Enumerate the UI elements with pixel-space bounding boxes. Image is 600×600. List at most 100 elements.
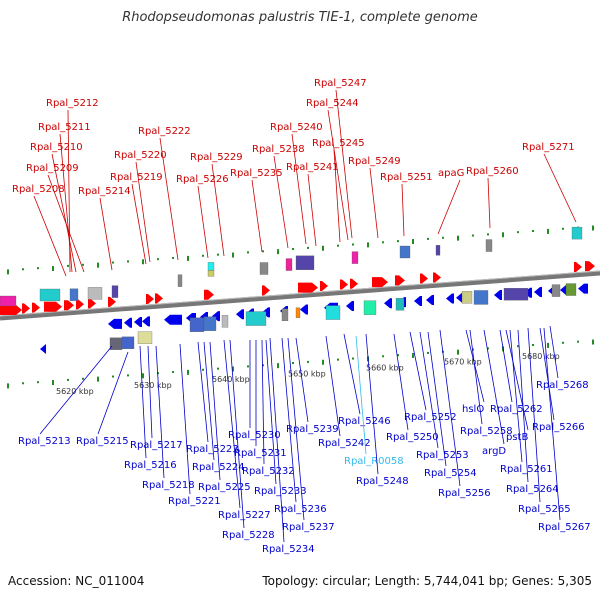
forward-gene-label: Rpal_5220 [114,150,167,161]
forward-gene-label: Rpal_5260 [466,166,519,177]
top-label-leader [307,173,317,247]
bottom-label-leader [355,335,367,455]
reverse-gene-label: Rpal_5230 [228,430,281,441]
forward-gene-arrow [88,298,96,309]
reverse-gene-label: Rpal_5248 [356,476,409,487]
reverse-gene-label: Rpal_5232 [242,466,295,477]
reverse-gene-label: Rpal_5237 [282,522,335,533]
reverse-gene-arrow [384,298,392,309]
gene-feature-box [363,300,377,315]
bottom-label-leader [295,337,309,423]
reverse-gene-label: Rpal_5215 [76,436,129,447]
top-label-leader [211,163,225,257]
reverse-gene-label: Rpal_5242 [318,438,371,449]
gene-feature-box [503,288,529,301]
bottom-label-leader [393,333,409,431]
gene-feature-box [551,284,561,297]
top-label-leader [59,133,73,273]
gene-feature-box [295,255,315,270]
reverse-gene-label: Rpal_5256 [438,488,491,499]
forward-gene-arrow [433,272,441,283]
bottom-label-leader [269,337,285,543]
top-label-leader [131,183,147,265]
reverse-gene-arrow [534,286,542,297]
reverse-gene-arrow [108,318,122,329]
map-title: Rhodopseudomonas palustris TIE-1, comple… [122,10,478,25]
reverse-gene-label: Rpal_5217 [130,440,183,451]
forward-gene-label: Rpal_5251 [380,172,433,183]
bottom-label-leader [517,329,529,483]
reverse-gene-arrow [134,316,142,327]
reverse-gene-arrow [346,301,354,312]
forward-gene-arrow [32,302,40,313]
bottom-label-leader [427,331,447,467]
scale-label: 5670 kbp [444,358,482,367]
gene-feature-box [351,251,359,264]
bottom-label-leader [203,341,215,461]
bottom-label-leader [505,329,529,431]
gene-feature-box [245,311,267,326]
bottom-label-leader [179,343,191,495]
reverse-gene-arrow [40,344,46,354]
bottom-label-leader [419,331,439,449]
top-label-leader [401,183,405,237]
forward-gene-label: Rpal_5211 [38,122,91,133]
bottom-label-leader [325,335,341,437]
forward-gene-arrow [574,261,582,272]
top-label-leader [51,153,77,273]
top-label-leader [33,195,67,277]
reverse-gene-arrow [236,309,244,320]
bottom-label-leader [409,331,427,411]
top-label-leader [47,174,85,273]
top-label-leader [197,185,209,259]
forward-gene-label: Rpal_5219 [110,172,163,183]
gene-feature-box [203,316,217,331]
reverse-gene-arrow [446,293,454,304]
scale-label: 5640 kbp [212,375,250,384]
gene-feature-box [461,291,473,304]
gene-feature-box [281,308,289,322]
reverse-gene-label: hslO [462,404,484,415]
reverse-gene-arrow [212,311,220,322]
top-label-leader [135,161,151,263]
gene-feature-box [325,305,341,320]
gene-feature-box [485,239,493,252]
bottom-label-leader [209,341,221,481]
reverse-gene-label: Rpal_5252 [404,412,457,423]
reverse-gene-label: Rpal_5261 [500,464,553,475]
reverse-gene-label: Rpal_5218 [142,480,195,491]
forward-gene-arrow [155,293,163,304]
gene-feature-box [285,258,293,271]
gene-feature-box [137,331,153,344]
bottom-label-leader [499,329,513,403]
reverse-gene-arrow [142,316,150,327]
forward-gene-arrow [585,261,595,272]
top-label-leader [335,89,353,239]
bottom-label-leader [509,329,523,463]
gene-feature-box [39,288,61,302]
bottom-label-leader [465,329,485,403]
forward-gene-arrow [395,275,405,286]
top-label-leader [543,153,577,223]
gene-feature-box [111,285,119,298]
bottom-label-leader [287,337,305,521]
gene-feature-box [399,245,411,259]
forward-gene-arrow [22,303,30,314]
forward-gene-label: apaG [438,168,464,179]
reverse-gene-label: Rpal_5250 [386,432,439,443]
forward-gene-label: Rpal_5210 [30,142,83,153]
bottom-label-leader [543,327,561,521]
bottom-label-leader [549,325,559,379]
bottom-label-leader [39,345,113,435]
bottom-label-leader [527,327,541,503]
forward-gene-arrow [76,299,84,310]
reverse-gene-label: pstB [506,432,528,443]
reverse-gene-label: Rpal_5246 [338,416,391,427]
forward-gene-label: Rpal_5209 [26,163,79,174]
forward-gene-label: Rpal_5245 [312,138,365,149]
forward-gene-label: Rpal_5240 [270,122,323,133]
gene-feature-box [435,245,441,256]
top-label-leader [159,137,179,261]
forward-gene-arrow [372,277,388,288]
forward-gene-label: Rpal_5249 [348,156,401,167]
